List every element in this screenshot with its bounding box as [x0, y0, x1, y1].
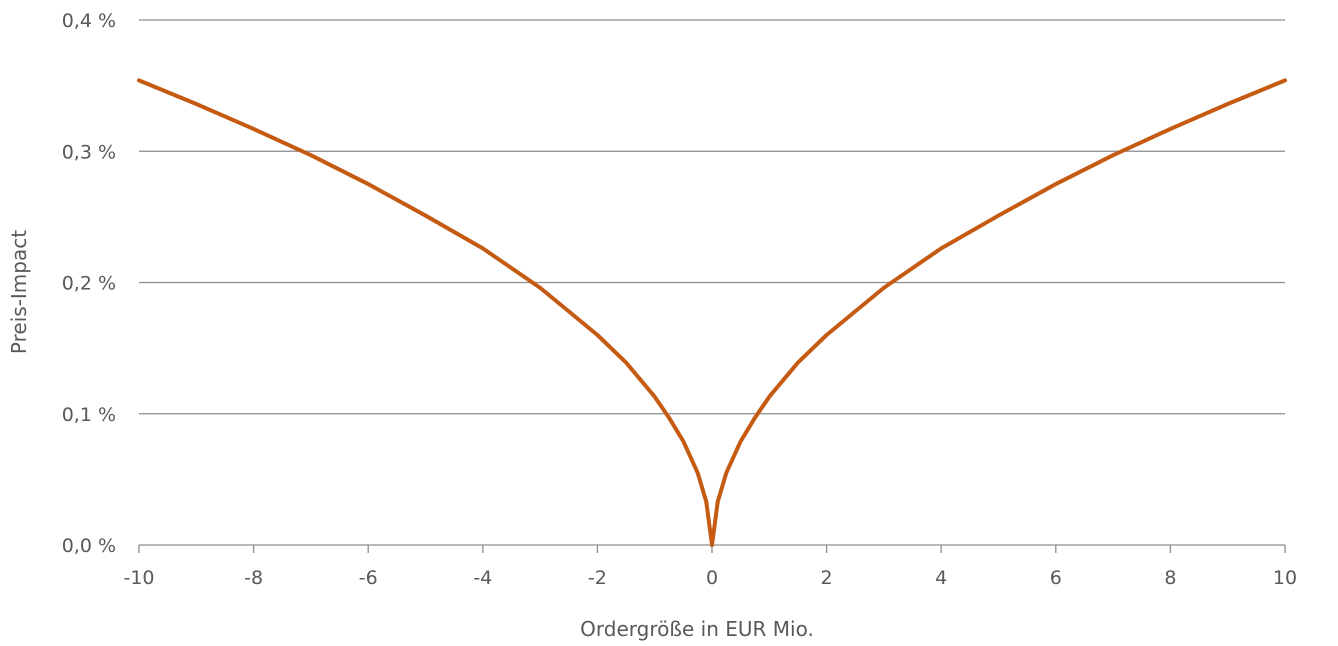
y-tick-label: 0,4 % [62, 10, 116, 32]
x-tick-label: 4 [935, 567, 947, 589]
x-tick-label: 2 [821, 567, 833, 589]
x-tick-label: -10 [123, 567, 154, 589]
x-tick-label: 6 [1050, 567, 1062, 589]
x-tick-label: 10 [1273, 567, 1297, 589]
y-tick-label: 0,1 % [62, 404, 116, 426]
x-axis-title: Ordergröße in EUR Mio. [580, 617, 814, 641]
x-tick-label: -2 [588, 567, 607, 589]
x-tick-label: 0 [706, 567, 718, 589]
y-tick-label: 0,0 % [62, 535, 116, 557]
x-tick-label: -6 [359, 567, 378, 589]
x-tick-label: -4 [473, 567, 492, 589]
x-tick-label: 8 [1164, 567, 1176, 589]
y-tick-label: 0,2 % [62, 273, 116, 295]
y-axis-title: Preis-Impact [7, 230, 31, 354]
y-gridlines [139, 19, 1285, 415]
price-impact-line [137, 78, 1287, 547]
x-tick-labels: -10 -8 -6 -4 -2 0 2 4 6 8 10 [123, 567, 1297, 589]
y-tick-labels: 0,0 % 0,1 % 0,2 % 0,3 % 0,4 % [62, 10, 116, 557]
y-tick-label: 0,3 % [62, 141, 116, 163]
x-tick-label: -8 [244, 567, 263, 589]
series-layer [137, 78, 1287, 547]
